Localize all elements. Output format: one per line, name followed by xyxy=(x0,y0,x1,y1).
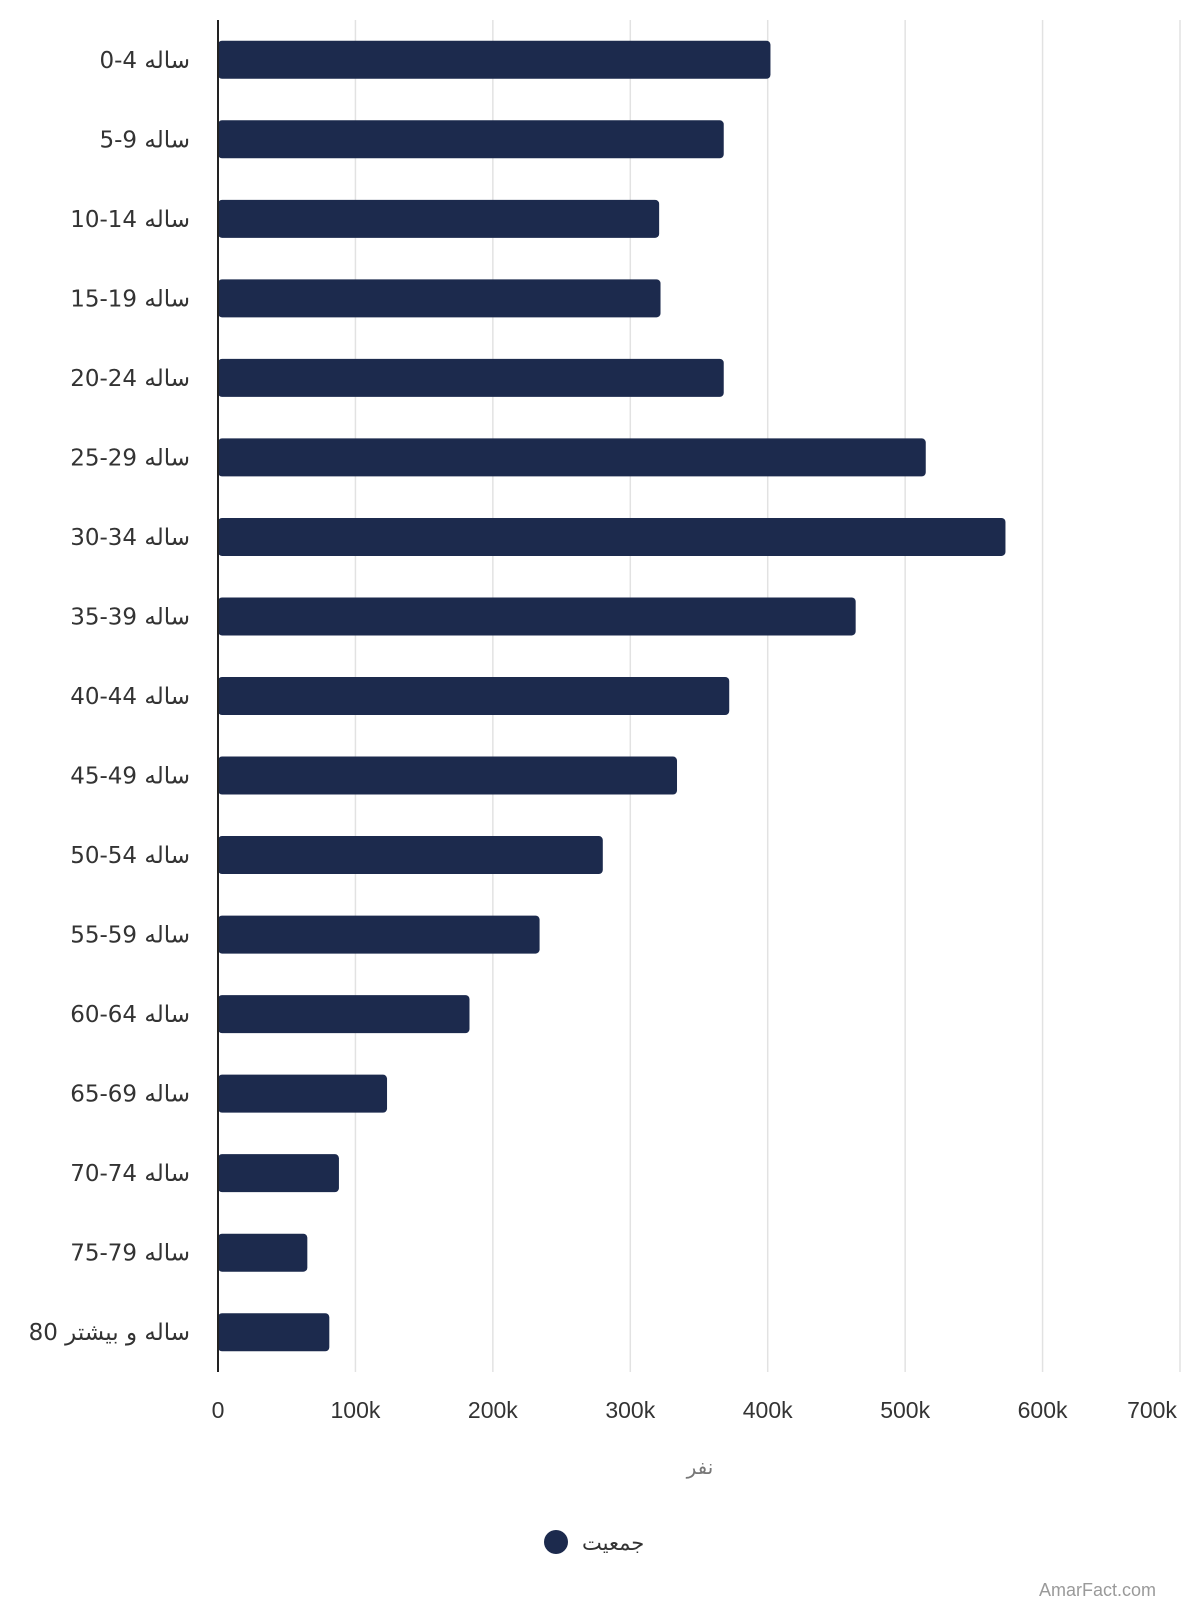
x-tick-label: 500k xyxy=(880,1397,930,1423)
bar xyxy=(218,279,661,318)
bar xyxy=(218,358,724,397)
category-label: 5-9 ساله xyxy=(99,127,190,153)
bar xyxy=(218,597,856,636)
category-label: 55-59 ساله xyxy=(70,923,190,949)
bar xyxy=(218,517,1006,556)
x-tick-label: 700k xyxy=(1127,1397,1177,1423)
category-label: 65-69 ساله xyxy=(70,1082,190,1108)
bar xyxy=(218,995,470,1034)
bar xyxy=(218,1074,388,1113)
category-label: 20-24 ساله xyxy=(70,366,190,392)
x-tick-label: 400k xyxy=(743,1397,793,1423)
category-label: 40-44 ساله xyxy=(70,684,190,710)
bar xyxy=(218,1313,330,1352)
x-tick-label: 600k xyxy=(1018,1397,1068,1423)
category-label: 70-74 ساله xyxy=(70,1161,190,1187)
bar xyxy=(218,199,660,238)
bar xyxy=(218,120,724,159)
category-labels: 0-4 ساله 5-9 ساله 10-14 ساله 15-19 ساله 20-2… xyxy=(29,48,190,1346)
bar xyxy=(218,677,730,715)
x-tick-label: 0 xyxy=(212,1397,225,1423)
category-label: 75-79 ساله xyxy=(70,1241,190,1267)
x-tick-label: 300k xyxy=(605,1397,655,1423)
x-tick-labels: 0 100k 200k 300k 400k 500k 600k 700k xyxy=(212,1397,1178,1423)
legend-label: جمعیت xyxy=(582,1531,644,1555)
category-label: 45-49 ساله xyxy=(70,764,190,790)
category-label: 80 ساله و بیشتر xyxy=(29,1320,190,1346)
category-label: 25-29 ساله xyxy=(70,445,190,471)
bar xyxy=(218,1154,339,1193)
x-tick-label: 100k xyxy=(330,1397,380,1423)
watermark: AmarFact.com xyxy=(1038,1580,1156,1600)
category-label: 30-34 ساله xyxy=(70,525,190,551)
category-label: 10-14 ساله xyxy=(70,207,190,233)
legend: جمعیت xyxy=(544,1530,644,1555)
bar xyxy=(218,756,678,795)
bar xyxy=(218,40,771,79)
bar xyxy=(218,1233,308,1272)
legend-marker xyxy=(544,1530,568,1554)
category-label: 0-4 ساله xyxy=(99,48,190,74)
category-label: 35-39 ساله xyxy=(70,604,190,630)
x-tick-label: 200k xyxy=(468,1397,518,1423)
bar xyxy=(218,915,540,954)
bar xyxy=(218,836,603,875)
category-label: 15-19 ساله xyxy=(70,286,190,312)
x-axis-title: نفر xyxy=(686,1455,714,1479)
bars xyxy=(218,40,1006,1352)
category-label: 60-64 ساله xyxy=(70,1002,190,1028)
category-label: 50-54 ساله xyxy=(70,843,190,869)
bar xyxy=(218,438,926,477)
